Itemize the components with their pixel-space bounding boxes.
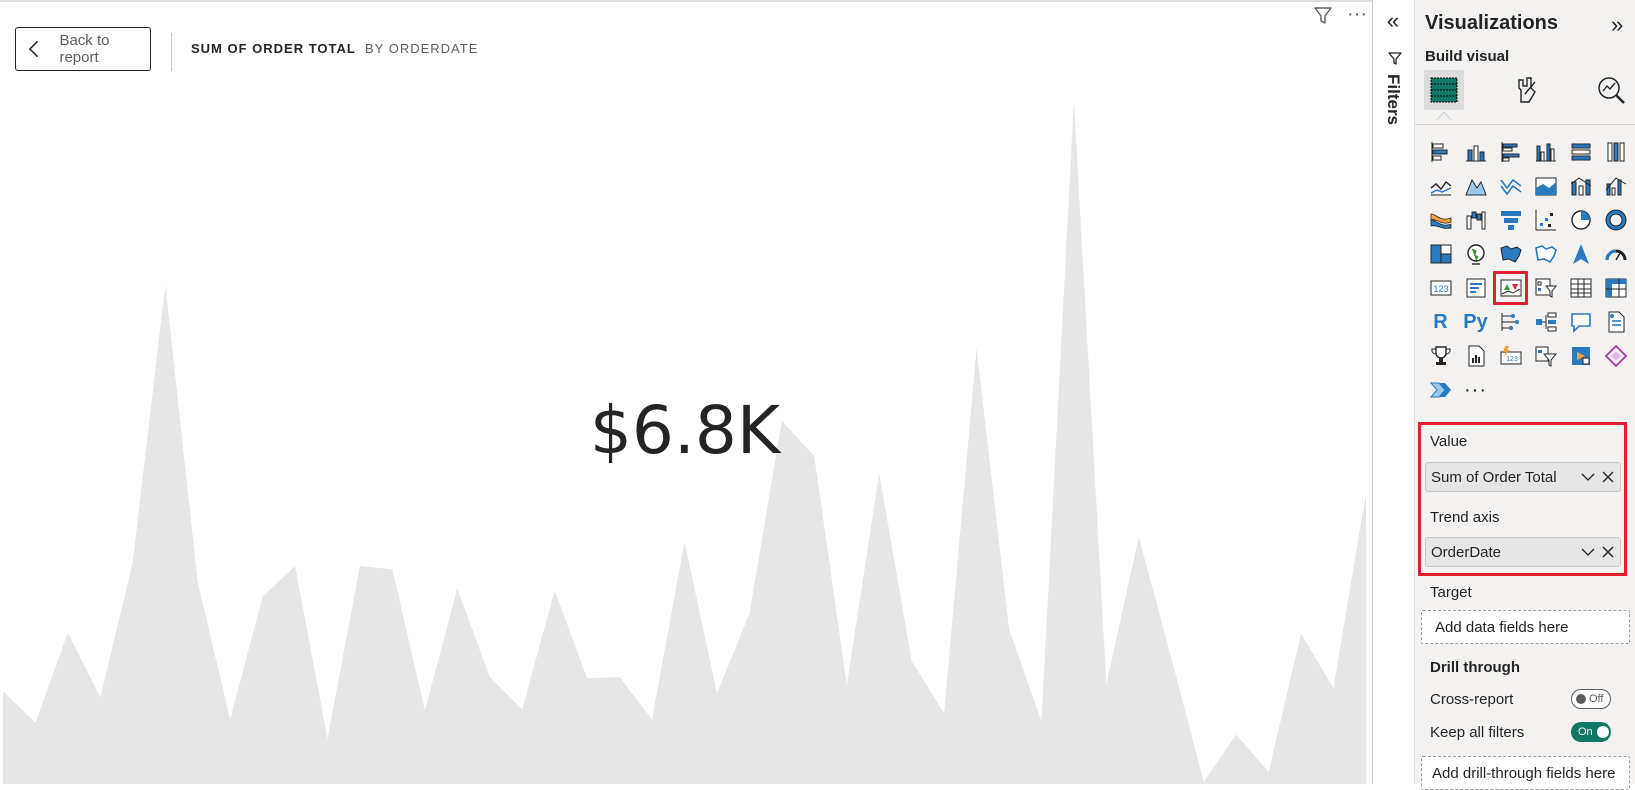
filter-icon[interactable] xyxy=(1312,4,1334,26)
ribbon-chart-icon[interactable] xyxy=(1423,203,1458,237)
kpi-visual-icon[interactable] xyxy=(1493,271,1528,305)
report-canvas: Back to report SUM OF ORDER TOTAL BY ORD… xyxy=(0,0,1373,784)
visualizations-pane: Visualizations » Build visual xyxy=(1415,0,1635,784)
format-brush-icon xyxy=(1511,74,1543,106)
chevron-down-icon[interactable] xyxy=(1580,469,1596,485)
cross-report-toggle[interactable]: Off xyxy=(1571,689,1611,709)
decomposition-tree-icon[interactable] xyxy=(1528,305,1563,339)
goals-trophy-icon[interactable] xyxy=(1423,339,1458,373)
visual-type-gallery: 123 R Py 123 ··· xyxy=(1423,135,1633,407)
slicer-icon[interactable] xyxy=(1528,271,1563,305)
trend-axis-well-label: Trend axis xyxy=(1430,509,1499,526)
build-visual-fields-tab[interactable] xyxy=(1424,70,1464,110)
multi-row-card-icon[interactable] xyxy=(1458,271,1493,305)
target-well-label: Target xyxy=(1430,584,1472,601)
more-visuals-icon[interactable]: ··· xyxy=(1458,373,1493,407)
donut-chart-icon[interactable] xyxy=(1598,203,1633,237)
gauge-icon[interactable] xyxy=(1598,237,1633,271)
keep-all-filters-label: Keep all filters xyxy=(1430,724,1524,741)
value-well-label: Value xyxy=(1430,433,1467,450)
area-chart-icon[interactable] xyxy=(1458,169,1493,203)
visual-title-axis: BY ORDERDATE xyxy=(365,41,478,56)
filter-icon[interactable] xyxy=(1387,50,1403,66)
keep-filters-state: On xyxy=(1578,726,1593,738)
kpi-value: $6.8K xyxy=(540,392,830,469)
visual-title-measure: SUM OF ORDER TOTAL xyxy=(191,41,356,56)
table-icon[interactable] xyxy=(1563,271,1598,305)
chevron-left-icon xyxy=(26,39,43,59)
r-label: R xyxy=(1433,311,1447,334)
py-label: Py xyxy=(1463,311,1487,334)
line-and-stacked-column-icon[interactable] xyxy=(1563,169,1598,203)
value-field-name: Sum of Order Total xyxy=(1431,469,1580,486)
svg-text:123: 123 xyxy=(1506,356,1518,363)
key-influencers-icon[interactable] xyxy=(1493,305,1528,339)
toggle-knob xyxy=(1597,726,1609,738)
analytics-tab[interactable] xyxy=(1591,70,1631,110)
100-stacked-column-chart-icon[interactable] xyxy=(1598,135,1633,169)
toggle-knob xyxy=(1576,694,1586,704)
funnel-chart-icon[interactable] xyxy=(1493,203,1528,237)
stacked-column-chart-icon[interactable] xyxy=(1458,135,1493,169)
active-tab-pointer xyxy=(1437,110,1451,120)
trend-axis-field-chip[interactable]: OrderDate xyxy=(1425,537,1621,567)
treemap-icon[interactable] xyxy=(1423,237,1458,271)
tabs-divider xyxy=(1415,124,1635,125)
back-to-report-label: Back to report xyxy=(59,32,150,66)
narrative-icon[interactable] xyxy=(1598,305,1633,339)
filled-map-icon[interactable] xyxy=(1493,237,1528,271)
cross-report-state: Off xyxy=(1589,693,1603,705)
filters-pane-collapsed: « Filters xyxy=(1373,0,1415,784)
paginated-report-icon[interactable] xyxy=(1458,339,1493,373)
line-chart-icon[interactable] xyxy=(1423,169,1458,203)
100-stacked-bar-chart-icon[interactable] xyxy=(1563,135,1598,169)
azure-map-icon[interactable] xyxy=(1563,237,1598,271)
power-apps-diamond-icon[interactable] xyxy=(1598,339,1633,373)
clustered-bar-chart-icon[interactable] xyxy=(1493,135,1528,169)
drill-through-heading: Drill through xyxy=(1430,659,1520,676)
pie-chart-icon[interactable] xyxy=(1563,203,1598,237)
more-visuals-dots: ··· xyxy=(1464,379,1487,402)
target-drop-zone[interactable]: Add data fields here xyxy=(1421,610,1630,644)
remove-field-icon[interactable] xyxy=(1600,544,1616,560)
python-visual-icon[interactable]: Py xyxy=(1458,305,1493,339)
more-options-icon[interactable]: ··· xyxy=(1345,2,1369,26)
chevron-down-icon[interactable] xyxy=(1580,544,1596,560)
clustered-column-chart-icon[interactable] xyxy=(1528,135,1563,169)
value-field-chip[interactable]: Sum of Order Total xyxy=(1425,462,1621,492)
trend-axis-field-name: OrderDate xyxy=(1431,544,1580,561)
header-divider xyxy=(171,33,172,71)
stacked-area-chart-icon[interactable] xyxy=(1493,169,1528,203)
r-script-visual-icon[interactable]: R xyxy=(1423,305,1458,339)
map-globe-icon[interactable] xyxy=(1458,237,1493,271)
keep-all-filters-toggle[interactable]: On xyxy=(1571,722,1611,742)
scatter-chart-icon[interactable] xyxy=(1528,203,1563,237)
stacked-bar-chart-icon[interactable] xyxy=(1423,135,1458,169)
card-icon[interactable]: 123 xyxy=(1423,271,1458,305)
visualizations-title: Visualizations xyxy=(1425,12,1558,35)
collapse-filters-icon[interactable]: « xyxy=(1381,10,1405,34)
waterfall-chart-icon[interactable] xyxy=(1458,203,1493,237)
power-apps-icon[interactable] xyxy=(1563,339,1598,373)
line-and-clustered-column-icon[interactable] xyxy=(1598,169,1633,203)
shape-map-icon[interactable] xyxy=(1528,237,1563,271)
back-to-report-button[interactable]: Back to report xyxy=(15,27,151,71)
100-stacked-area-chart-icon[interactable] xyxy=(1528,169,1563,203)
remove-field-icon[interactable] xyxy=(1600,469,1616,485)
power-automate-card-icon[interactable]: 123 xyxy=(1493,339,1528,373)
cross-report-label: Cross-report xyxy=(1430,691,1513,708)
format-visual-tab[interactable] xyxy=(1507,70,1547,110)
qna-visual-icon[interactable] xyxy=(1563,305,1598,339)
analytics-magnifier-icon xyxy=(1595,74,1627,106)
expand-pane-icon[interactable]: » xyxy=(1611,12,1623,38)
fields-grid-icon xyxy=(1428,74,1460,106)
power-automate-icon[interactable] xyxy=(1423,373,1458,407)
svg-text:123: 123 xyxy=(1433,284,1448,294)
power-apps-slicer-icon[interactable] xyxy=(1528,339,1563,373)
matrix-icon[interactable] xyxy=(1598,271,1633,305)
drill-through-drop-zone[interactable]: Add drill-through fields here xyxy=(1421,756,1630,790)
filters-label[interactable]: Filters xyxy=(1383,74,1403,125)
build-visual-label: Build visual xyxy=(1425,48,1509,65)
